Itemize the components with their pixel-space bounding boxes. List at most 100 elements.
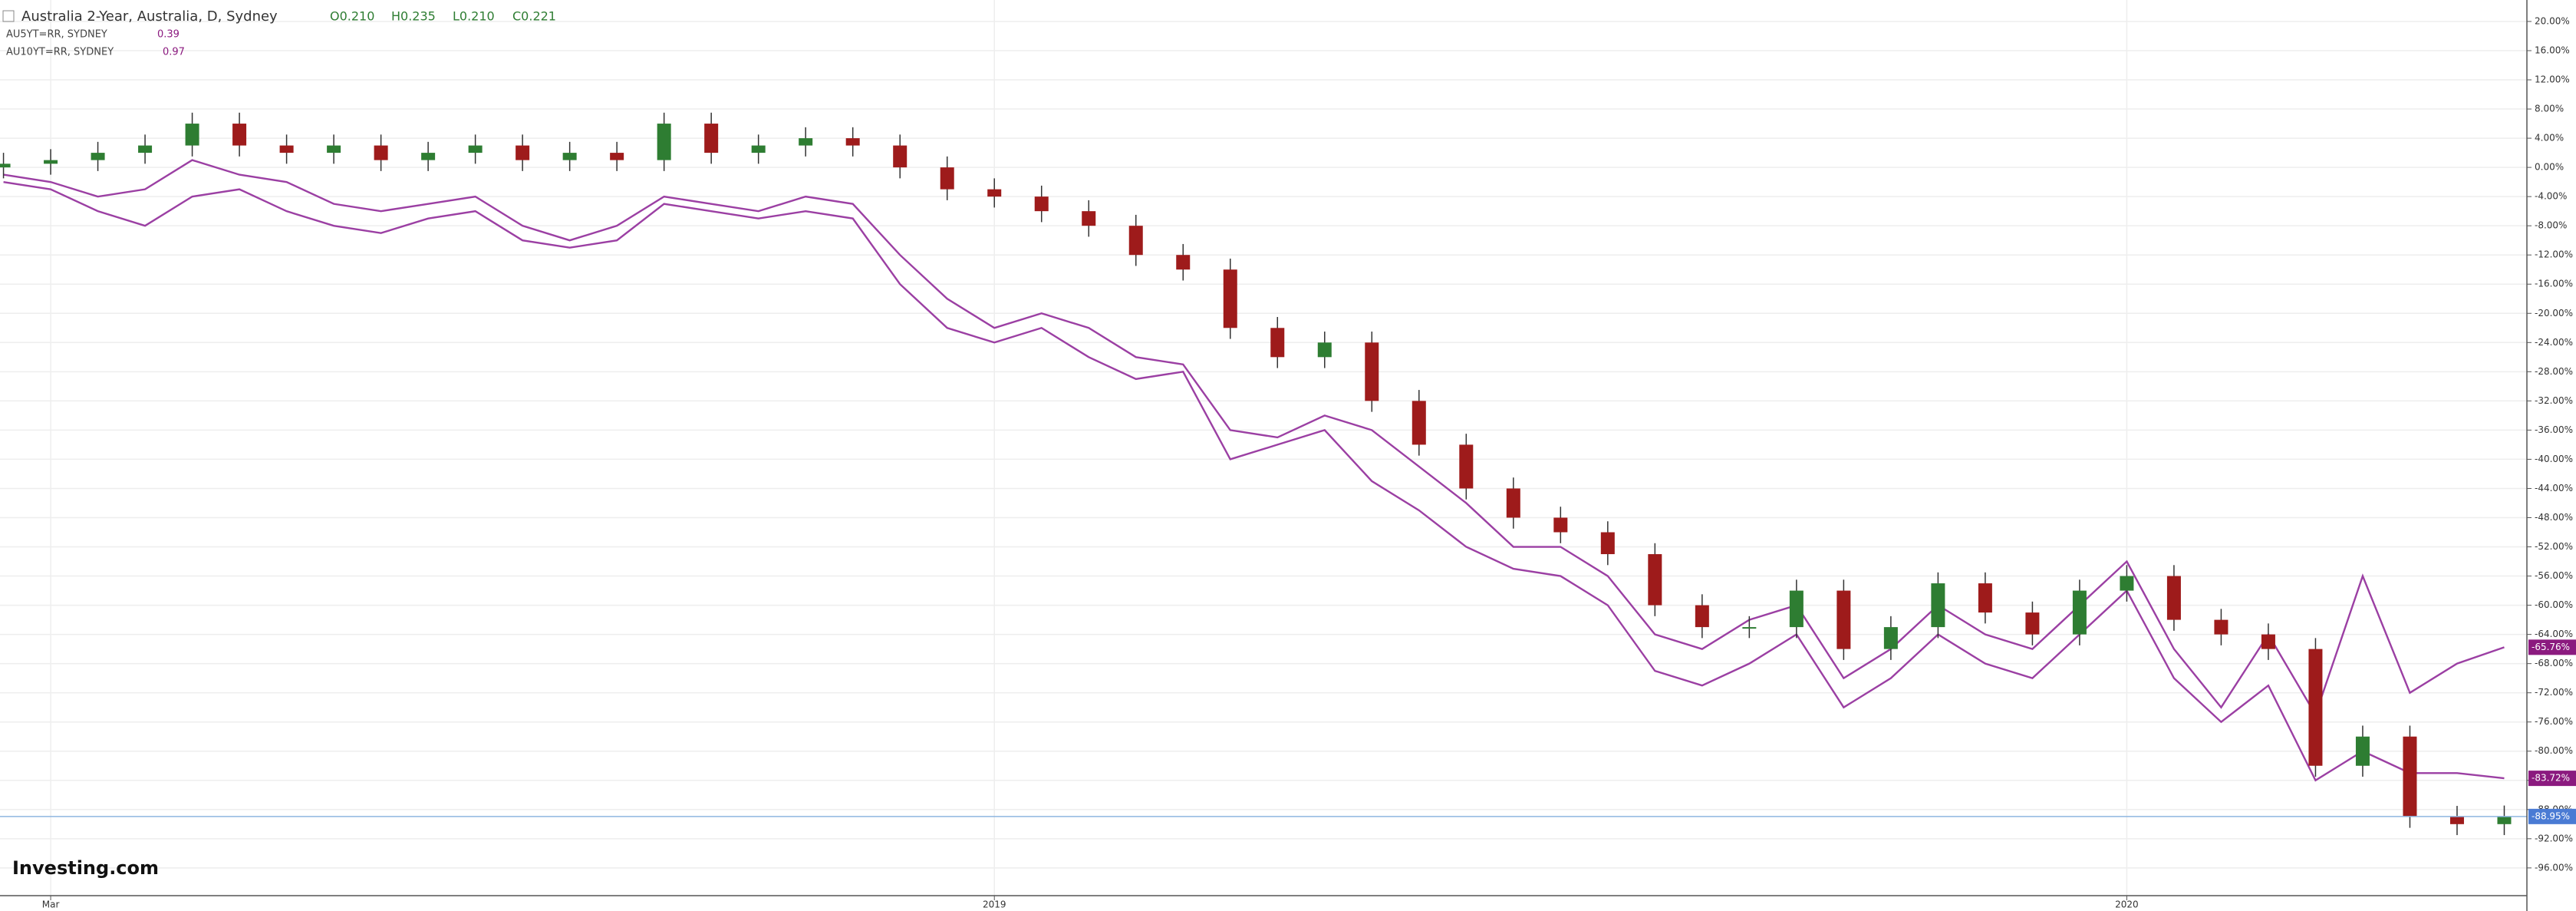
legend-name: AU10YT=RR, SYDNEY [6,47,114,58]
collapse-icon[interactable] [2,10,15,22]
y-tick-label: -56.00% [2535,570,2573,581]
candle-body [2449,817,2464,824]
y-tick-label: 16.00% [2535,45,2570,55]
y-tick-label: -52.00% [2535,541,2573,552]
candle-body [1412,401,1426,445]
candle-body [799,138,813,146]
candle-body [987,189,1002,197]
candle-body [2120,576,2134,591]
candle-body [468,145,483,153]
candle-body [1034,196,1049,212]
candle-body [374,145,388,160]
candle-body [1365,342,1379,401]
y-tick-label: 8.00% [2535,104,2564,114]
axis-labels: -96.00%-92.00%-88.00%-84.00%-80.00%-76.0… [42,15,2576,910]
candle-body [1506,488,1520,518]
candle-body [2308,649,2323,766]
candle-body [1270,328,1285,358]
candle-body [1553,517,1568,533]
candle-body [1082,211,1096,226]
candle-body [562,153,577,160]
y-tick-label: -76.00% [2535,716,2573,727]
candle-body [940,167,954,190]
candle-body [2072,590,2087,635]
candle-body [0,163,11,168]
y-tick-label: 20.00% [2535,15,2570,26]
legend: Australia 2-Year, Australia, D, Sydney O… [2,8,556,58]
candle-body [1128,226,1143,256]
y-tick-label: -16.00% [2535,279,2573,289]
y-tick-label: -48.00% [2535,512,2573,523]
candle-body [1648,554,1662,606]
ohlc-low: L0.210 [453,9,495,24]
candle-body [2025,612,2040,635]
candle-body [1836,590,1851,649]
candle-body [1600,532,1615,555]
candle-body [185,124,199,146]
candle-body [2403,736,2417,817]
candle-body [1742,627,1757,629]
price-label-box [2528,808,2576,824]
legend-value: 0.97 [163,47,185,58]
candle-body [421,153,436,160]
y-tick-label: -24.00% [2535,337,2573,348]
y-tick-label: -12.00% [2535,249,2573,260]
x-tick-label: 2020 [2115,899,2139,910]
candle-body [2261,634,2275,649]
candle-body [327,145,341,153]
plot [0,112,2527,836]
price-label-box [2528,639,2576,655]
y-tick-label: -80.00% [2535,745,2573,756]
candle-body [2497,816,2512,824]
candle-body [44,160,58,164]
candle-body [751,145,766,153]
candle-body [91,153,105,160]
candle-body [2166,576,2181,620]
candle-body [1931,583,1945,628]
y-tick-label: -72.00% [2535,687,2573,698]
y-tick-label: -64.00% [2535,629,2573,639]
y-tick-label: -36.00% [2535,424,2573,435]
ohlc-open: O0.210 [330,9,374,24]
y-tick-label: 12.00% [2535,74,2570,85]
price-label-box [2528,771,2576,787]
chart-title: Australia 2-Year, Australia, D, Sydney [21,8,278,25]
y-tick-label: -44.00% [2535,483,2573,493]
y-tick-label: -32.00% [2535,395,2573,406]
legend-value: 0.39 [157,29,180,41]
price-label: -83.72% [2532,773,2570,784]
candle-body [1176,255,1191,270]
candle-body [1789,590,1804,628]
candle-body [2214,619,2228,635]
y-tick-label: -28.00% [2535,366,2573,377]
y-tick-label: -4.00% [2535,191,2567,202]
x-tick-label: Mar [42,899,60,910]
ohlc-close: C0.221 [512,9,556,24]
y-tick-label: -96.00% [2535,862,2573,873]
candle-body [1695,605,1709,628]
y-tick-label: 4.00% [2535,133,2564,144]
legend-name: AU5YT=RR, SYDNEY [6,29,107,41]
x-tick-label: 2019 [983,899,1006,910]
candle-body [2355,736,2370,766]
logo: Investing.com [12,857,159,879]
y-tick-label: -68.00% [2535,658,2573,668]
candle-body [138,145,153,153]
candle-body [1883,627,1898,649]
candle-body [516,145,530,160]
y-tick-label: 0.00% [2535,162,2564,173]
candle-body [657,124,671,160]
price-label: -65.76% [2532,642,2570,652]
candle-body [279,145,294,153]
ohlc-high: H0.235 [391,9,436,24]
candle-body [232,124,247,146]
candle-body [1223,269,1237,328]
y-tick-label: -40.00% [2535,454,2573,464]
price-label: -88.95% [2532,810,2570,821]
candle-body [610,153,624,160]
candle-body [704,124,719,153]
y-tick-label: -8.00% [2535,220,2567,231]
